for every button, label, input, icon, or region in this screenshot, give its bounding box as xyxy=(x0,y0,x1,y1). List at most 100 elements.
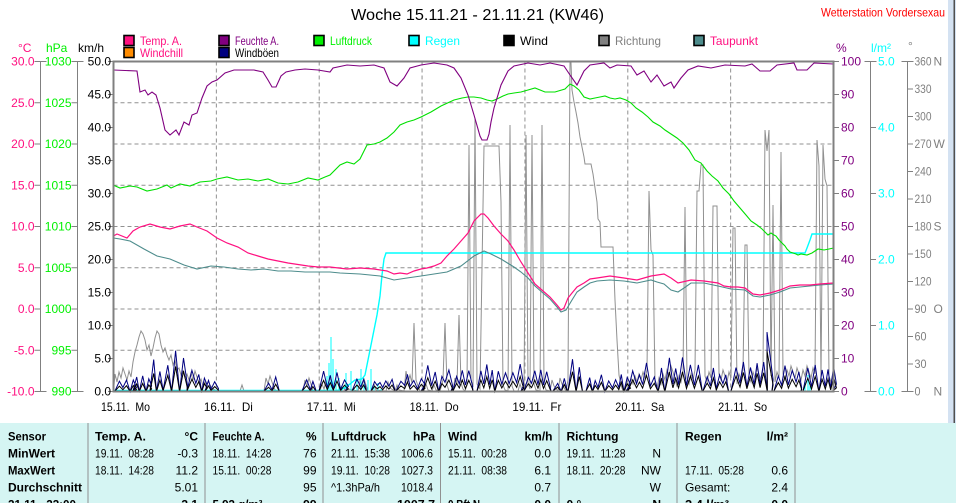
svg-text:Wind: Wind xyxy=(448,430,477,444)
svg-text:1006.6: 1006.6 xyxy=(401,447,433,461)
svg-text:Sensor: Sensor xyxy=(8,430,46,444)
svg-text:4.0: 4.0 xyxy=(878,121,895,135)
svg-text:Regen: Regen xyxy=(685,430,722,444)
svg-text:35.0: 35.0 xyxy=(88,154,112,168)
svg-text:5.01: 5.01 xyxy=(175,481,199,495)
svg-text:%: % xyxy=(306,430,317,444)
svg-text:99: 99 xyxy=(303,498,317,503)
svg-text:1030: 1030 xyxy=(45,55,72,69)
svg-text:Feuchte A.: Feuchte A. xyxy=(235,34,279,48)
svg-text:0.0: 0.0 xyxy=(94,385,111,399)
svg-text:Feuchte A.: Feuchte A. xyxy=(213,430,265,444)
svg-text:Luftdruck: Luftdruck xyxy=(330,34,373,48)
svg-text:Temp. A.: Temp. A. xyxy=(140,34,182,48)
svg-text:Richtung: Richtung xyxy=(567,430,619,444)
svg-text:19.11. 11:28: 19.11. 11:28 xyxy=(567,447,626,461)
svg-text:Woche 15.11.21 - 21.11.21 (KW4: Woche 15.11.21 - 21.11.21 (KW46) xyxy=(351,7,604,24)
svg-text:1027.3: 1027.3 xyxy=(401,464,433,478)
svg-text:3.0: 3.0 xyxy=(878,187,895,201)
svg-text:0: 0 xyxy=(841,385,848,399)
svg-text:30.0: 30.0 xyxy=(11,55,35,69)
svg-text:21.11. 23:00: 21.11. 23:00 xyxy=(8,498,76,503)
svg-text:995: 995 xyxy=(51,343,71,357)
svg-text:5.0: 5.0 xyxy=(18,261,35,275)
svg-text:NW: NW xyxy=(641,464,662,478)
svg-text:50: 50 xyxy=(841,220,855,234)
svg-text:MinWert: MinWert xyxy=(8,447,55,461)
svg-text:10.0: 10.0 xyxy=(88,319,112,333)
svg-text:km/h: km/h xyxy=(78,41,104,55)
svg-text:15.11. 00:28: 15.11. 00:28 xyxy=(213,464,272,478)
svg-text:1.0: 1.0 xyxy=(878,319,895,333)
svg-text:0 Bft N: 0 Bft N xyxy=(448,498,480,503)
svg-text:17.11. Mi: 17.11. Mi xyxy=(307,400,356,414)
svg-text:5.93 g/m³: 5.93 g/m³ xyxy=(213,498,263,503)
svg-text:60: 60 xyxy=(915,330,927,344)
svg-text:1000: 1000 xyxy=(45,302,72,316)
svg-text:1007.7: 1007.7 xyxy=(397,498,435,503)
svg-text:°C: °C xyxy=(185,430,199,444)
svg-text:Wind: Wind xyxy=(520,34,548,48)
svg-text:15.0: 15.0 xyxy=(11,178,35,192)
svg-text:19.11. 10:28: 19.11. 10:28 xyxy=(331,464,390,478)
svg-text:45.0: 45.0 xyxy=(88,88,112,102)
svg-text:hPa: hPa xyxy=(413,430,435,444)
svg-text:10.0: 10.0 xyxy=(11,220,35,234)
svg-text:21.11. 15:38: 21.11. 15:38 xyxy=(331,447,390,461)
svg-text:6.1: 6.1 xyxy=(534,464,551,478)
svg-text:W: W xyxy=(650,481,662,495)
svg-text:21.11. 08:38: 21.11. 08:38 xyxy=(448,464,507,478)
svg-text:0.7: 0.7 xyxy=(534,481,551,495)
svg-text:10: 10 xyxy=(841,352,855,366)
svg-text:20: 20 xyxy=(841,319,855,333)
svg-text:90: 90 xyxy=(841,88,855,102)
svg-text:-10.0: -10.0 xyxy=(7,385,35,399)
svg-text:2.0: 2.0 xyxy=(878,253,895,267)
svg-text:Windböen: Windböen xyxy=(235,46,279,60)
svg-text:0.0: 0.0 xyxy=(534,498,551,503)
svg-text:18.11. 14:28: 18.11. 14:28 xyxy=(95,464,154,478)
svg-text:70: 70 xyxy=(841,154,855,168)
svg-text:Luftdruck: Luftdruck xyxy=(331,430,387,444)
svg-text:N: N xyxy=(652,447,661,461)
svg-text:N: N xyxy=(934,55,943,69)
svg-text:150: 150 xyxy=(915,247,932,261)
svg-text:300: 300 xyxy=(915,110,932,124)
svg-text:0.0: 0.0 xyxy=(771,498,788,503)
svg-text:l/m²: l/m² xyxy=(871,41,891,55)
svg-text:100: 100 xyxy=(841,55,861,69)
svg-text:W: W xyxy=(934,137,946,151)
svg-text:0.0: 0.0 xyxy=(878,385,895,399)
svg-text:90: 90 xyxy=(915,302,927,316)
svg-text:270: 270 xyxy=(915,137,932,151)
svg-text:18.11. 14:28: 18.11. 14:28 xyxy=(213,447,272,461)
svg-text:hPa: hPa xyxy=(46,41,68,55)
svg-text:Gesamt:: Gesamt: xyxy=(685,481,730,495)
svg-text:360: 360 xyxy=(915,55,932,69)
svg-text:25.0: 25.0 xyxy=(88,220,112,234)
svg-text:20.11. Sa: 20.11. Sa xyxy=(615,400,664,414)
svg-text:1010: 1010 xyxy=(45,220,72,234)
svg-text:N: N xyxy=(934,385,943,399)
svg-text:990: 990 xyxy=(51,385,71,399)
svg-text:Richtung: Richtung xyxy=(615,34,661,48)
svg-text:76: 76 xyxy=(303,447,317,461)
svg-text:180: 180 xyxy=(915,220,932,234)
svg-text:^1.3hPa/h: ^1.3hPa/h xyxy=(331,481,380,495)
svg-text:25.0: 25.0 xyxy=(11,96,35,110)
svg-text:S: S xyxy=(934,220,942,234)
svg-text:MaxWert: MaxWert xyxy=(8,464,55,478)
svg-text:330: 330 xyxy=(915,82,932,96)
svg-text:15.0: 15.0 xyxy=(88,286,112,300)
svg-text:5.0: 5.0 xyxy=(94,352,111,366)
svg-text:°: ° xyxy=(908,39,913,53)
svg-text:Regen: Regen xyxy=(425,34,460,48)
svg-text:l/m²: l/m² xyxy=(767,430,788,444)
svg-text:Durchschnitt: Durchschnitt xyxy=(8,481,82,495)
svg-text:2.4: 2.4 xyxy=(771,481,788,495)
svg-text:95: 95 xyxy=(303,481,317,495)
svg-text:-0.3: -0.3 xyxy=(177,447,198,461)
svg-text:210: 210 xyxy=(915,192,932,206)
svg-text:30: 30 xyxy=(915,357,927,371)
svg-text:°C: °C xyxy=(18,41,32,55)
